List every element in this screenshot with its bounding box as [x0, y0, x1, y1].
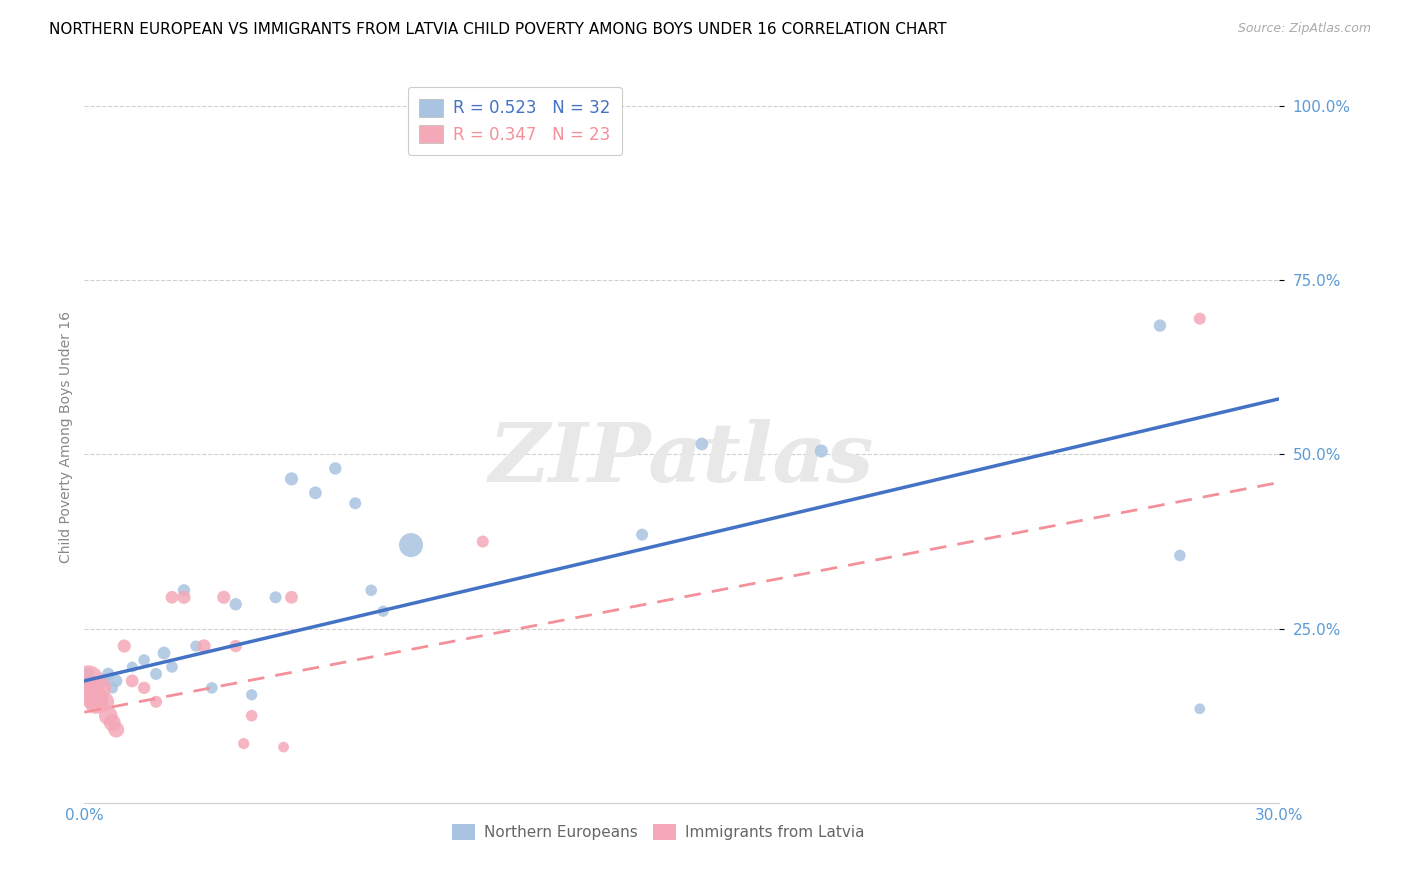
- Point: [1188, 702, 1211, 716]
- Point: [690, 437, 713, 451]
- Point: [132, 681, 156, 695]
- Point: [212, 591, 235, 605]
- Point: [184, 639, 207, 653]
- Y-axis label: Child Poverty Among Boys Under 16: Child Poverty Among Boys Under 16: [59, 311, 73, 563]
- Point: [105, 723, 128, 737]
- Point: [132, 653, 156, 667]
- Point: [93, 695, 115, 709]
- Point: [240, 708, 263, 723]
- Point: [160, 660, 183, 674]
- Point: [82, 673, 104, 688]
- Point: [160, 591, 183, 605]
- Point: [97, 667, 120, 681]
- Point: [225, 597, 247, 611]
- Point: [77, 673, 100, 688]
- Point: [86, 695, 108, 709]
- Point: [240, 688, 263, 702]
- Point: [810, 444, 832, 458]
- Point: [264, 591, 287, 605]
- Point: [1149, 318, 1171, 333]
- Point: [89, 688, 111, 702]
- Point: [97, 708, 120, 723]
- Point: [101, 715, 124, 730]
- Point: [145, 667, 167, 681]
- Point: [173, 583, 195, 598]
- Text: NORTHERN EUROPEAN VS IMMIGRANTS FROM LATVIA CHILD POVERTY AMONG BOYS UNDER 16 CO: NORTHERN EUROPEAN VS IMMIGRANTS FROM LAT…: [49, 22, 946, 37]
- Point: [304, 485, 326, 500]
- Point: [93, 673, 115, 688]
- Point: [193, 639, 215, 653]
- Point: [101, 681, 124, 695]
- Point: [273, 740, 295, 755]
- Text: Source: ZipAtlas.com: Source: ZipAtlas.com: [1237, 22, 1371, 36]
- Point: [232, 737, 254, 751]
- Point: [471, 534, 494, 549]
- Point: [280, 472, 302, 486]
- Point: [1188, 311, 1211, 326]
- Point: [280, 591, 302, 605]
- Legend: Northern Europeans, Immigrants from Latvia: Northern Europeans, Immigrants from Latv…: [446, 818, 870, 847]
- Point: [82, 688, 104, 702]
- Point: [173, 591, 195, 605]
- Point: [201, 681, 224, 695]
- Point: [121, 660, 143, 674]
- Point: [121, 673, 143, 688]
- Point: [112, 639, 135, 653]
- Point: [325, 461, 347, 475]
- Point: [153, 646, 176, 660]
- Point: [89, 681, 111, 695]
- Point: [77, 667, 100, 681]
- Point: [373, 604, 395, 618]
- Point: [631, 527, 654, 541]
- Point: [225, 639, 247, 653]
- Point: [344, 496, 367, 510]
- Point: [399, 538, 422, 552]
- Point: [145, 695, 167, 709]
- Point: [86, 681, 108, 695]
- Text: ZIPatlas: ZIPatlas: [489, 419, 875, 499]
- Point: [360, 583, 382, 598]
- Point: [105, 673, 128, 688]
- Point: [1168, 549, 1191, 563]
